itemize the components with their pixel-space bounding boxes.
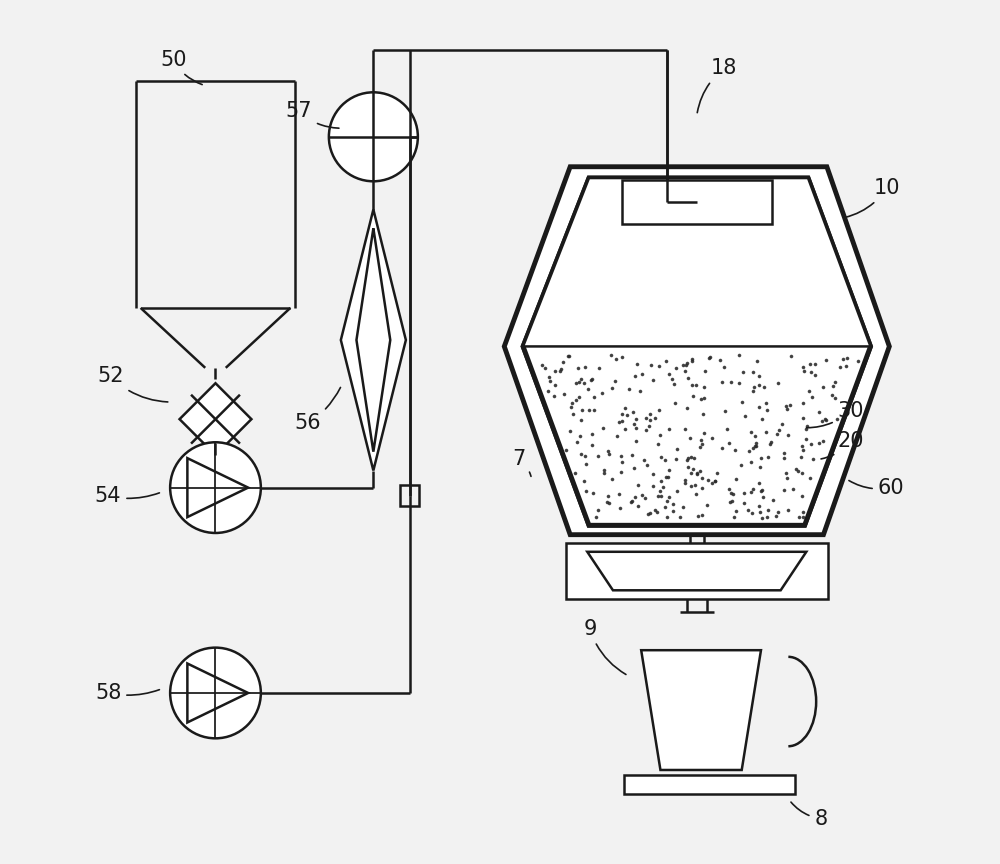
Text: 60: 60: [849, 478, 904, 498]
Circle shape: [329, 92, 418, 181]
Circle shape: [170, 648, 261, 739]
Text: 20: 20: [821, 430, 864, 459]
Text: 50: 50: [160, 50, 202, 85]
Text: 56: 56: [294, 387, 340, 434]
Text: 52: 52: [97, 366, 168, 402]
Polygon shape: [187, 458, 248, 517]
Bar: [566, 543, 828, 599]
Polygon shape: [523, 346, 871, 525]
Text: 9: 9: [583, 619, 626, 675]
Circle shape: [170, 442, 261, 533]
Polygon shape: [187, 664, 248, 722]
Text: 18: 18: [697, 59, 737, 112]
Text: 8: 8: [791, 802, 827, 829]
Text: 54: 54: [95, 486, 159, 506]
Polygon shape: [587, 552, 806, 590]
Text: 30: 30: [807, 401, 864, 428]
Polygon shape: [504, 167, 889, 535]
Polygon shape: [641, 651, 761, 770]
Polygon shape: [180, 384, 251, 455]
Text: 10: 10: [845, 178, 900, 218]
Polygon shape: [341, 210, 406, 471]
Text: 58: 58: [95, 683, 159, 703]
Bar: [622, 180, 772, 224]
Text: 57: 57: [286, 101, 339, 128]
Polygon shape: [523, 178, 871, 346]
Text: 7: 7: [512, 449, 531, 476]
Bar: [400, 485, 419, 506]
Polygon shape: [523, 178, 871, 525]
Bar: [624, 775, 795, 794]
